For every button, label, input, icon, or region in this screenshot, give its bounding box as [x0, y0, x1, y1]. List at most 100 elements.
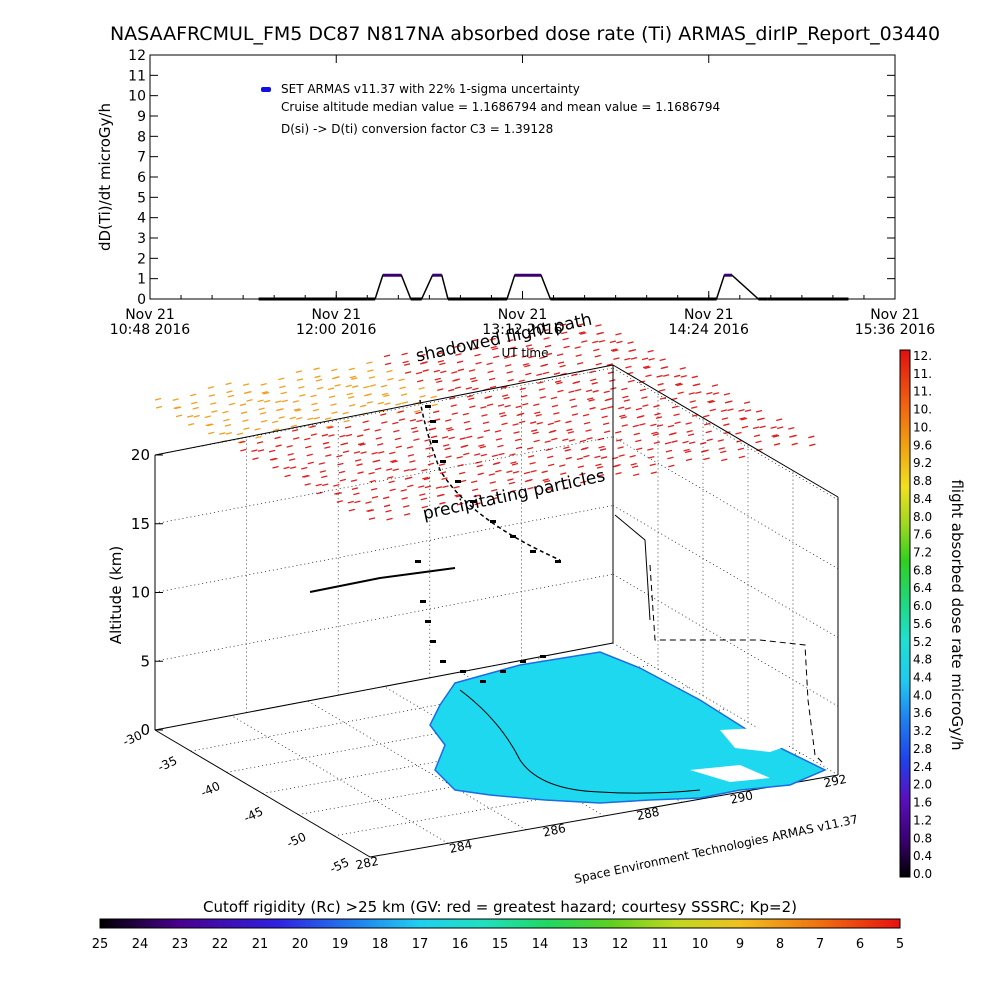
precip-dash — [208, 394, 216, 397]
precip-dash — [597, 473, 605, 477]
precip-dash — [647, 448, 654, 451]
precip-dash — [538, 388, 545, 391]
colorbar-tick-label: 7.2 — [913, 545, 932, 559]
precip-dash — [623, 399, 630, 402]
precip-dash — [418, 387, 425, 390]
flight-marker — [430, 640, 436, 643]
precip-dash — [225, 431, 232, 435]
precip-dash — [349, 375, 356, 379]
precip-dash — [533, 403, 540, 407]
precip-dash — [190, 393, 197, 397]
precip-dash — [219, 432, 226, 435]
rigidity-tick-label: 13 — [572, 937, 589, 952]
precip-dash — [341, 442, 349, 446]
precip-dash — [242, 383, 250, 387]
precip-dash — [373, 459, 381, 463]
colorbar-tick-label: 9.6 — [913, 438, 932, 452]
precip-dash — [404, 512, 411, 516]
colorbar-tick-label: 10. — [913, 420, 932, 434]
precip-dash — [378, 409, 385, 413]
precip-dash — [527, 455, 535, 458]
precip-dash — [354, 458, 362, 462]
precip-dash — [421, 468, 428, 472]
rigidity-tick-label: 5 — [896, 937, 904, 952]
precip-dash — [351, 377, 358, 380]
precip-dash — [529, 461, 536, 465]
precip-dash — [384, 362, 392, 366]
precip-dash — [290, 424, 297, 428]
top-y-axis-label: dD(Ti)/dt microGy/h — [96, 103, 114, 251]
precip-dash — [321, 433, 329, 437]
precip-dash — [506, 370, 513, 374]
precip-dash — [657, 382, 664, 386]
precip-dash — [403, 363, 411, 366]
precip-dash — [518, 379, 525, 383]
precip-dash — [511, 462, 519, 466]
precip-dash — [280, 391, 287, 395]
precip-dash — [620, 416, 627, 419]
precip-dash — [563, 446, 570, 450]
precip-dash — [439, 362, 446, 366]
precip-dash — [223, 418, 230, 422]
precip-dash — [272, 465, 279, 469]
precip-dash — [612, 349, 619, 352]
precip-dash — [327, 387, 335, 391]
precip-dash — [304, 483, 311, 486]
precip-dash — [488, 473, 495, 476]
precip-dash — [447, 428, 454, 432]
precip-dash — [425, 446, 432, 450]
precip-dash — [455, 494, 463, 498]
precip-dash — [524, 364, 531, 368]
precip-dash — [521, 394, 528, 398]
floor-lon-gridline — [231, 715, 449, 844]
flight-marker — [470, 500, 476, 503]
precip-dash — [240, 448, 247, 452]
land-mass — [429, 651, 827, 804]
precip-dash — [583, 421, 591, 425]
precip-dash — [685, 458, 693, 462]
precip-dash — [755, 440, 762, 444]
precip-dash — [619, 414, 626, 418]
precip-dash — [369, 384, 376, 387]
precip-dash — [186, 415, 194, 418]
precip-dash — [462, 412, 469, 416]
precip-dash — [706, 438, 713, 442]
precip-dash — [497, 404, 505, 407]
precip-dash — [588, 398, 595, 402]
precip-dash — [211, 410, 218, 413]
precip-dash — [392, 421, 399, 425]
precip-dash — [477, 436, 484, 439]
precip-dash — [227, 394, 235, 398]
precip-dash — [615, 472, 622, 475]
precip-dash — [292, 429, 299, 432]
precip-dash — [436, 380, 443, 384]
rigidity-tick-label: 18 — [372, 937, 389, 952]
rigidity-tick-label: 25 — [92, 937, 109, 952]
rigidity-tick-label: 7 — [816, 937, 824, 952]
precip-dash — [315, 378, 323, 382]
precip-dash — [650, 423, 657, 427]
precip-dash — [466, 394, 474, 398]
precip-dash — [570, 405, 578, 408]
precip-dash — [563, 345, 570, 349]
precip-dash — [603, 390, 610, 394]
precip-dash — [394, 437, 401, 441]
precip-dash — [350, 479, 358, 483]
precip-dash — [410, 468, 417, 471]
precip-dash — [530, 421, 537, 424]
precip-dash — [562, 487, 569, 490]
precip-dash — [353, 450, 361, 454]
precip-dash — [316, 491, 323, 495]
precip-dash — [392, 468, 399, 472]
precip-dash — [421, 361, 428, 364]
precip-dash — [384, 402, 391, 406]
precip-dash — [503, 396, 510, 400]
precip-dash — [419, 353, 426, 357]
precip-dash — [533, 439, 540, 443]
rigidity-tick-label: 11 — [652, 937, 669, 952]
precip-dash — [456, 360, 464, 364]
precip-dash — [377, 443, 384, 446]
precip-dash — [370, 487, 378, 491]
precip-dash — [510, 354, 517, 358]
precip-dash — [356, 463, 363, 467]
